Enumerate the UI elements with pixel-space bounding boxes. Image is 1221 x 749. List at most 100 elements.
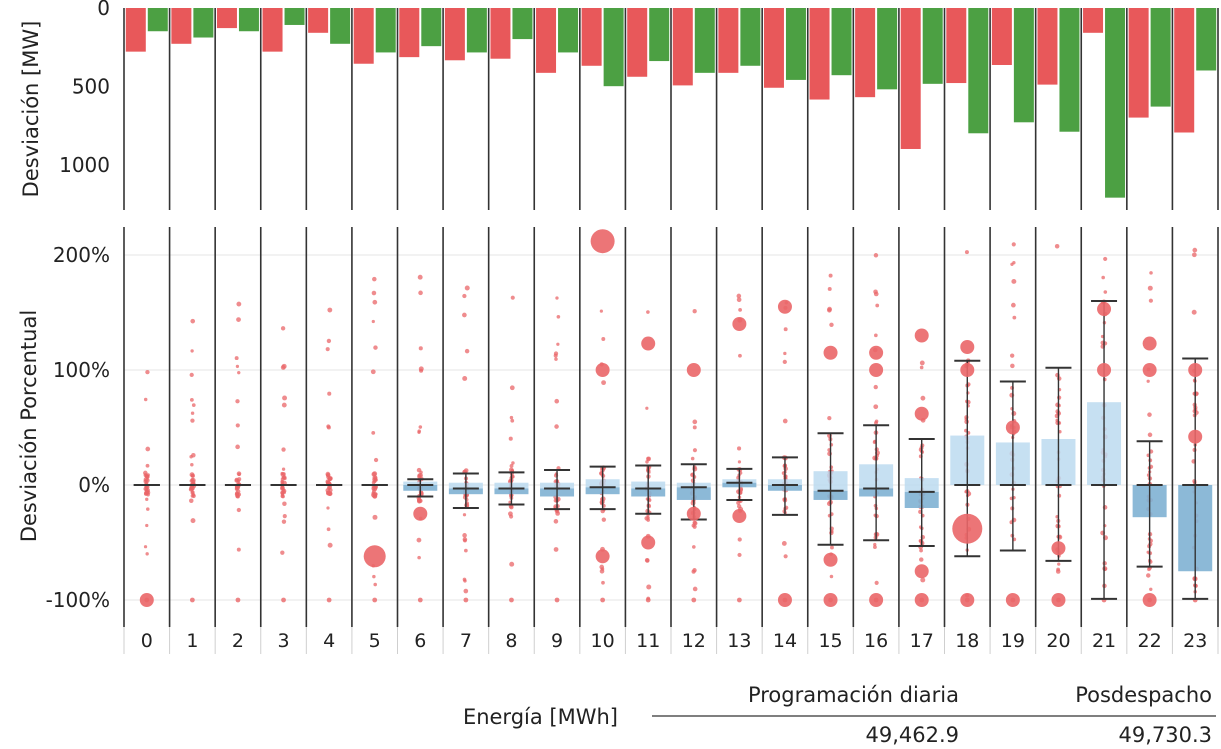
scatter-point [373, 345, 378, 350]
scatter-point [644, 516, 650, 521]
box-plot-panel: 200% 100% 0% -100% Desviación Porcentual [17, 227, 1219, 627]
scatter-point [325, 479, 331, 484]
x-tick-label: 11 [636, 630, 660, 652]
bottom-y-axis-label: Desviación Porcentual [17, 310, 41, 542]
scatter-point [1192, 247, 1198, 253]
scatter-point [326, 424, 331, 429]
scatter-point [1011, 411, 1017, 416]
scatter-point [372, 276, 377, 282]
x-tick-label: 1 [186, 630, 198, 652]
scatter-point [417, 474, 422, 479]
big-point-16 [869, 593, 884, 607]
bar-green-5 [375, 8, 396, 53]
scatter-point [1009, 353, 1015, 358]
scatter-point [1149, 587, 1153, 591]
scatter-point [328, 476, 333, 481]
x-tick-label: 21 [1092, 630, 1116, 652]
scatter-point [511, 461, 515, 465]
x-tick-label: 3 [277, 630, 289, 652]
scatter-point [1149, 271, 1153, 275]
big-point-15 [823, 552, 838, 567]
scatter-point [782, 418, 788, 424]
scatter-point [189, 372, 194, 378]
scatter-point [1147, 285, 1153, 291]
big-point-10 [595, 363, 610, 377]
scatter-point [327, 391, 332, 396]
scatter-point [145, 497, 149, 502]
bar-green-13 [740, 8, 761, 66]
scatter-point [280, 550, 285, 555]
x-tick-label: 4 [323, 630, 335, 652]
bar-red-13 [718, 8, 739, 73]
scatter-point [462, 513, 467, 517]
bar-green-18 [968, 8, 989, 134]
scatter-point [372, 597, 378, 603]
scatter-point [874, 333, 878, 338]
scatter-point [1146, 573, 1151, 578]
scatter-point [508, 436, 513, 441]
scatter-point [283, 476, 287, 481]
x-tick-label: 0 [141, 630, 153, 652]
scatter-point [145, 552, 149, 556]
x-tick-label: 23 [1183, 630, 1207, 652]
big-point-16 [869, 363, 884, 377]
scatter-point [372, 299, 378, 305]
big-points [139, 229, 1203, 607]
x-tick-label: 22 [1138, 630, 1162, 652]
bar-green-11 [649, 8, 670, 62]
scatter-point [829, 322, 834, 328]
bar-red-20 [1037, 8, 1058, 85]
big-point-19 [1005, 593, 1020, 607]
scatter-point [281, 519, 287, 524]
scatter-point [235, 597, 241, 603]
scatter-point [462, 533, 467, 538]
big-point-19 [1005, 420, 1020, 435]
big-point-17 [914, 406, 929, 421]
scatter-point [873, 384, 878, 390]
scatter-point [692, 419, 698, 425]
scatter-point [462, 537, 468, 542]
bar-red-0 [125, 8, 146, 52]
scatter-point [875, 303, 880, 308]
scatter-point [190, 518, 196, 524]
big-point-14 [777, 593, 792, 607]
x-tick-label: 13 [727, 630, 751, 652]
scatter-point [190, 349, 194, 353]
bar-red-10 [581, 8, 602, 66]
scatter-point [920, 395, 926, 401]
bar-green-17 [922, 8, 943, 84]
scatter-point [509, 561, 515, 567]
bar-red-6 [399, 8, 420, 58]
bar-green-9 [558, 8, 579, 53]
scatter-point [1191, 309, 1197, 315]
bar-red-18 [946, 8, 967, 84]
scatter-point [690, 478, 696, 483]
scatter-point [282, 514, 287, 519]
bar-red-19 [991, 8, 1012, 65]
value-posdespacho: 49,730.3 [1118, 723, 1212, 747]
scatter-point [601, 337, 606, 341]
scatter-point [235, 423, 240, 428]
bar-green-0 [147, 8, 168, 32]
scatter-point [372, 494, 378, 499]
top-separators [123, 8, 1219, 210]
scatter-point [737, 446, 742, 451]
scatter-point [554, 357, 558, 361]
scatter-point [189, 498, 194, 503]
scatter-point [736, 297, 742, 303]
scatter-point [737, 460, 742, 464]
big-point-13 [732, 509, 747, 524]
x-tick-label: 14 [773, 630, 797, 652]
scatter-point [599, 568, 605, 574]
scatter-point [327, 307, 333, 313]
scatter-point [828, 273, 833, 278]
scatter-point [873, 404, 879, 410]
scatter-point [736, 597, 742, 603]
bar-red-23 [1174, 8, 1195, 133]
scatter-point [373, 476, 378, 480]
scatter-point [830, 545, 834, 550]
top-y-axis-label: Desviación [MW] [19, 21, 43, 198]
scatter-point [783, 554, 788, 559]
scatter-point [919, 360, 925, 366]
scatter-point [1010, 262, 1014, 266]
